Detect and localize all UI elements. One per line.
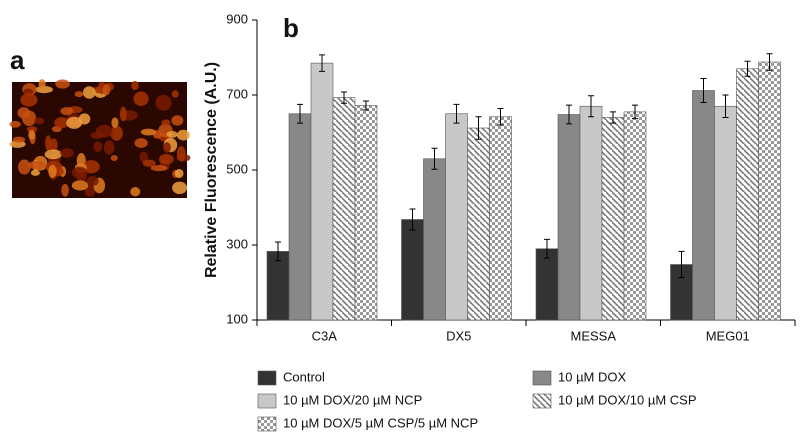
bar	[737, 69, 759, 320]
legend-swatch	[258, 417, 276, 431]
cell	[171, 115, 183, 125]
cell	[55, 79, 70, 88]
x-tick-label: DX5	[446, 328, 471, 343]
cell	[151, 165, 168, 171]
bar	[693, 91, 715, 321]
cell	[60, 148, 74, 158]
cell	[72, 180, 88, 190]
legend-swatch	[533, 394, 551, 408]
cell	[120, 107, 127, 122]
bar	[289, 114, 311, 320]
cell	[28, 130, 35, 140]
cell	[72, 167, 88, 179]
legend-label: 10 µM DOX	[558, 369, 627, 384]
cell	[159, 154, 174, 165]
cell	[45, 135, 51, 151]
bar	[355, 106, 377, 321]
legend-swatch	[258, 371, 276, 385]
legend-label: 10 µM DOX/5 µM CSP/5 µM NCP	[283, 415, 478, 430]
cell	[177, 130, 190, 141]
cell	[130, 187, 140, 196]
cell	[172, 182, 187, 194]
bar	[468, 128, 490, 320]
legend-swatch	[258, 394, 276, 408]
cell	[161, 119, 170, 126]
cell	[155, 95, 171, 111]
bar	[558, 115, 580, 321]
cell	[75, 91, 84, 97]
cell	[60, 107, 73, 115]
bar	[715, 106, 737, 320]
cell	[87, 176, 99, 186]
bar	[536, 249, 558, 320]
cell	[177, 146, 186, 161]
cell	[93, 142, 102, 152]
cell	[111, 117, 118, 127]
cell	[83, 86, 96, 99]
cell	[18, 107, 30, 118]
cell	[79, 113, 91, 124]
cell	[111, 155, 118, 161]
cell	[175, 169, 184, 178]
cell	[163, 142, 171, 153]
cell	[104, 140, 115, 154]
bar	[580, 106, 602, 320]
x-tick-label: MESSA	[570, 328, 616, 343]
y-tick-label: 500	[226, 161, 248, 176]
bar	[424, 159, 446, 320]
cell	[61, 184, 69, 197]
cell	[39, 79, 46, 89]
bar	[311, 63, 333, 320]
cell	[45, 149, 62, 159]
cell	[166, 131, 177, 138]
legend-swatch	[533, 371, 551, 385]
cell	[134, 138, 147, 148]
cell	[20, 93, 37, 107]
cell	[48, 165, 56, 178]
micrograph	[10, 79, 191, 198]
cell	[18, 160, 31, 175]
cell	[10, 121, 21, 128]
bar	[402, 220, 424, 321]
bar	[624, 112, 646, 320]
bar	[446, 114, 468, 320]
legend-label: Control	[283, 369, 325, 384]
bar	[490, 117, 512, 320]
cell	[110, 126, 122, 141]
y-axis-label: Relative Fluorescence (A.U.)	[203, 62, 220, 278]
cell	[141, 129, 156, 136]
cell	[172, 90, 179, 97]
cell	[133, 91, 148, 106]
cell	[91, 132, 104, 139]
cell	[131, 81, 138, 90]
y-tick-label: 900	[226, 11, 248, 26]
x-tick-label: C3A	[312, 328, 338, 343]
legend-label: 10 µM DOX/20 µM NCP	[283, 392, 422, 407]
cell	[28, 161, 46, 170]
cell	[13, 137, 26, 143]
panel-label: b	[283, 13, 299, 43]
cell	[102, 84, 110, 95]
y-tick-label: 700	[226, 86, 248, 101]
bar	[267, 251, 289, 320]
x-tick-label: MEG01	[706, 328, 750, 343]
y-tick-label: 100	[226, 311, 248, 326]
figure: a b Relative Fluorescence (A.U.) 100 300 5…	[0, 0, 805, 432]
panel-label: a	[10, 45, 25, 75]
bar	[602, 118, 624, 321]
bar	[759, 62, 781, 320]
legend-label: 10 µM DOX/10 µM CSP	[558, 392, 697, 407]
y-tick-label: 300	[226, 236, 248, 251]
bar	[333, 98, 355, 320]
cell	[34, 117, 44, 124]
